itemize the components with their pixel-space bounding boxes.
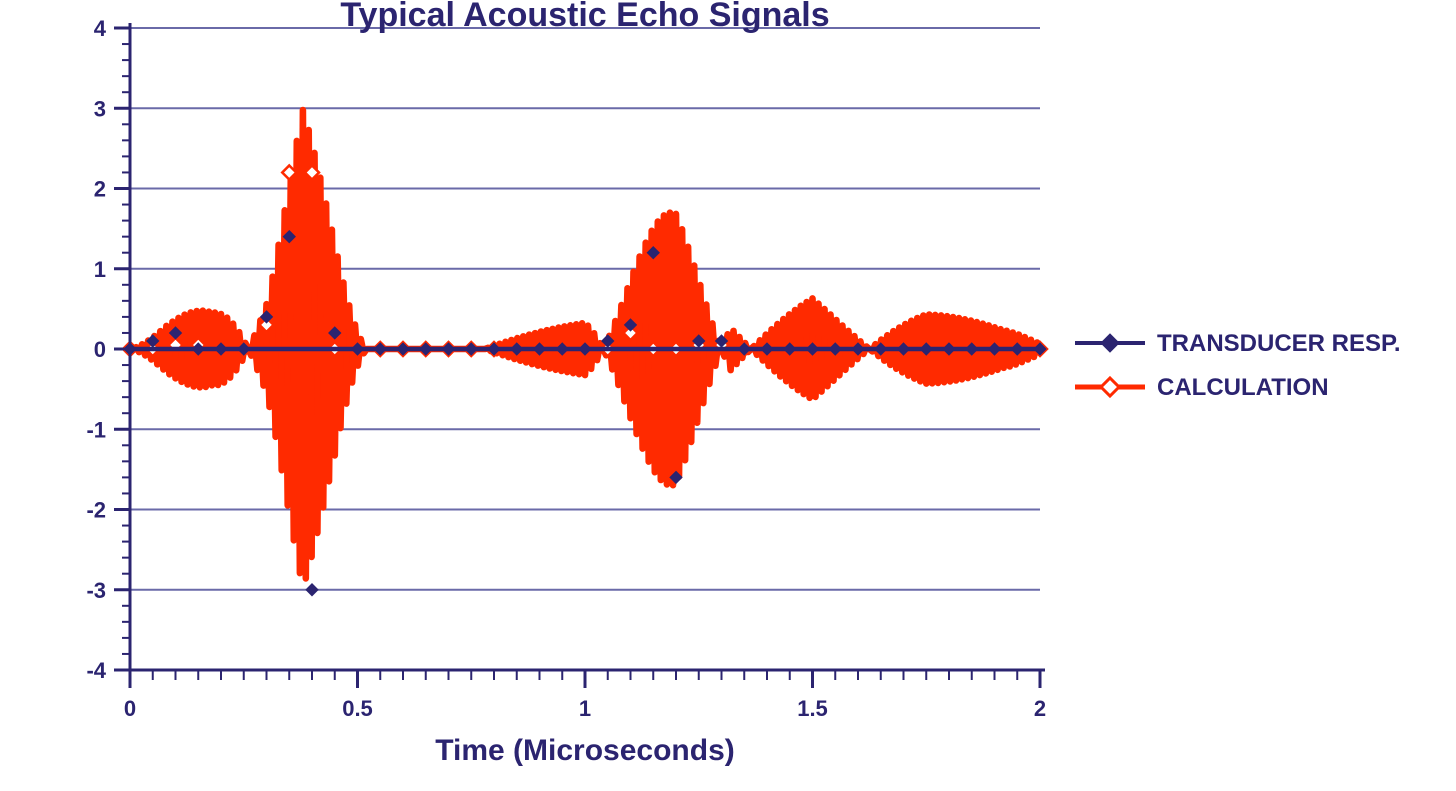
y-tick-label: 1: [94, 257, 106, 282]
x-tick-label: 0: [124, 696, 136, 721]
x-axis-label: Time (Microseconds): [435, 734, 735, 767]
y-tick-label: 0: [94, 337, 106, 362]
y-tick-label: 4: [94, 16, 107, 41]
y-tick-label: 2: [94, 177, 106, 202]
legend-label: CALCULATION: [1157, 374, 1329, 401]
y-tick-label: -4: [86, 658, 106, 683]
y-tick-label: 3: [94, 96, 106, 121]
chart-title: Typical Acoustic Echo Signals: [340, 0, 829, 34]
x-tick-label: 1.5: [797, 696, 828, 721]
x-tick-label: 0.5: [342, 696, 373, 721]
x-tick-label: 1: [579, 696, 591, 721]
y-tick-label: -2: [86, 498, 106, 523]
y-tick-label: -1: [86, 417, 106, 442]
chart-svg: Typical Acoustic Echo Signals -4 -3 -2 -1 0 1 2…: [0, 0, 1456, 791]
x-tick-label: 2: [1034, 696, 1046, 721]
y-tick-label: -3: [86, 578, 106, 603]
chart-container: Typical Acoustic Echo Signals -4 -3 -2 -1 0 1 2…: [0, 0, 1456, 791]
legend-label: TRANSDUCER RESP.: [1157, 330, 1401, 357]
